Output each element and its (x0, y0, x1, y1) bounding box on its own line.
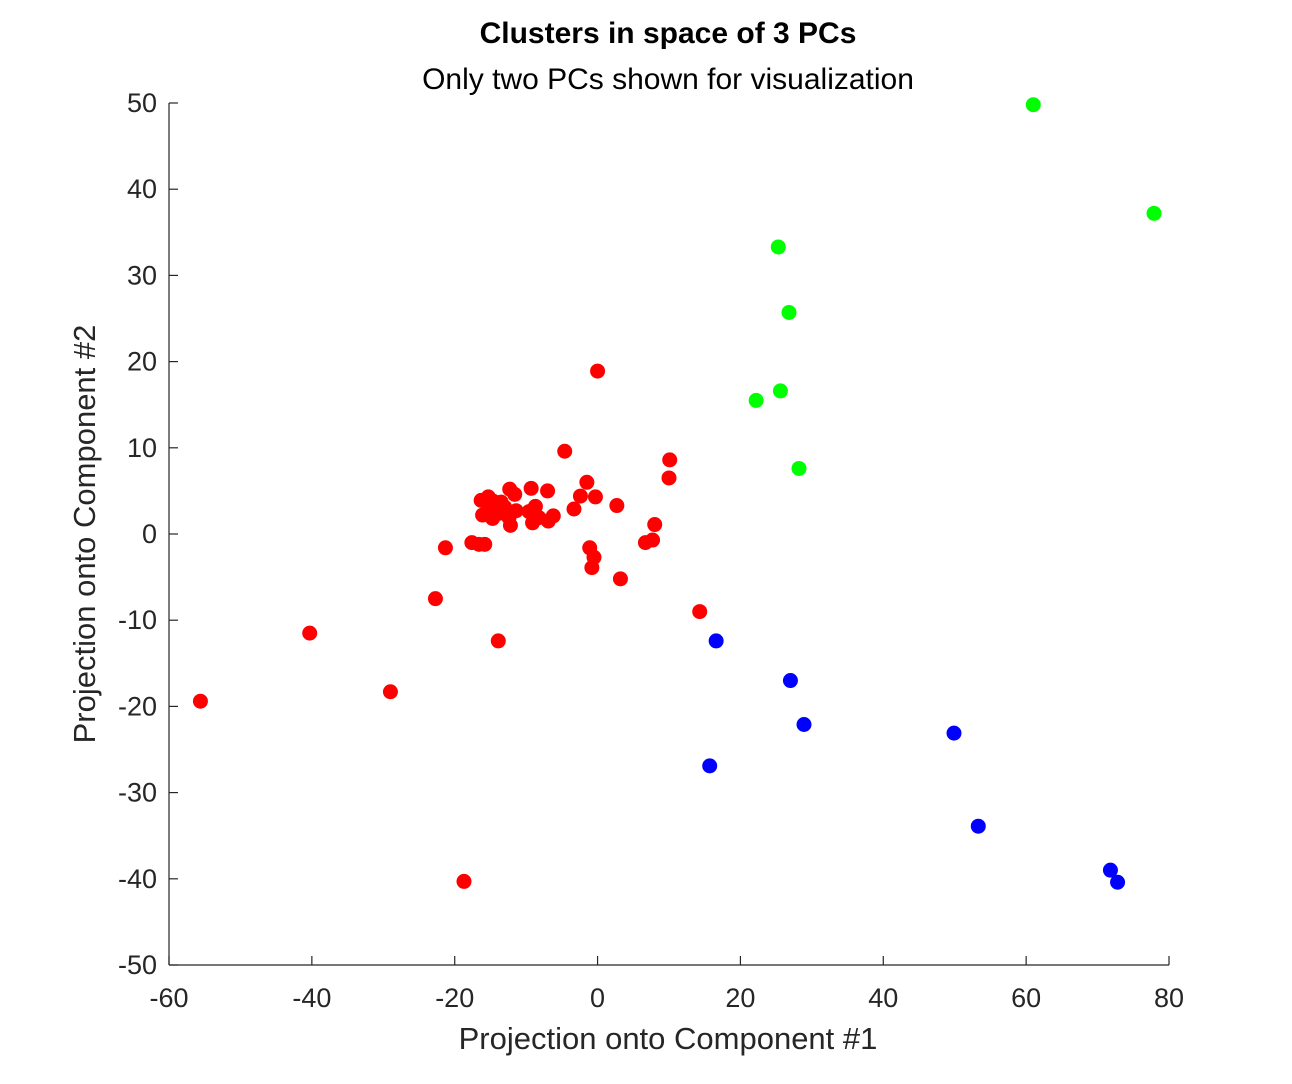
data-point-cluster-1 (662, 452, 678, 468)
data-point-cluster-1 (456, 873, 472, 889)
data-point-cluster-1 (490, 633, 506, 649)
data-point-cluster-1 (579, 474, 595, 490)
data-point-cluster-1 (427, 591, 443, 607)
data-point-cluster-2 (770, 239, 786, 255)
data-point-cluster-1 (302, 625, 318, 641)
data-point-cluster-1 (192, 693, 208, 709)
y-axis-ticks: -50 -40 -30 -20 -10 0 10 20 30 40 50 (118, 88, 178, 980)
data-point-cluster-2 (772, 383, 788, 399)
data-point-cluster-1 (545, 508, 561, 524)
data-point-cluster-3 (702, 758, 718, 774)
y-tick-label: 10 (127, 433, 157, 463)
data-point-cluster-1 (507, 486, 523, 502)
data-point-cluster-1 (647, 517, 663, 533)
data-point-cluster-3 (782, 673, 798, 689)
y-tick-label: 30 (127, 260, 157, 290)
data-point-cluster-2 (748, 392, 764, 408)
data-point-cluster-1 (437, 540, 453, 556)
x-tick-label: 40 (868, 983, 898, 1013)
data-point-cluster-1 (566, 501, 582, 517)
y-axis-label: Projection onto Component #2 (67, 325, 102, 744)
data-point-cluster-1 (661, 470, 677, 486)
x-tick-label: 80 (1154, 983, 1184, 1013)
data-point-cluster-2 (1025, 97, 1041, 113)
data-point-cluster-3 (946, 725, 962, 741)
y-tick-label: -20 (118, 691, 157, 721)
data-point-cluster-3 (1110, 874, 1126, 890)
y-tick-label: 40 (127, 174, 157, 204)
data-point-cluster-3 (970, 818, 986, 834)
data-point-cluster-3 (708, 633, 724, 649)
y-tick-label: 0 (142, 519, 157, 549)
x-tick-label: -60 (149, 983, 188, 1013)
data-point-cluster-1 (557, 443, 573, 459)
chart-title: Clusters in space of 3 PCs (480, 17, 857, 50)
data-point-cluster-1 (540, 483, 556, 499)
data-point-cluster-1 (508, 503, 524, 519)
data-point-cluster-1 (382, 684, 398, 700)
x-axis-label: Projection onto Component #1 (459, 1021, 878, 1056)
y-tick-label: -30 (118, 778, 157, 808)
y-tick-label: -40 (118, 864, 157, 894)
x-tick-label: 0 (590, 983, 605, 1013)
data-point-cluster-1 (590, 363, 606, 379)
x-tick-label: 20 (725, 983, 755, 1013)
x-tick-label: 60 (1011, 983, 1041, 1013)
data-points (192, 97, 1162, 890)
data-point-cluster-1 (645, 532, 661, 548)
data-point-cluster-1 (523, 480, 539, 496)
x-axis-ticks: -60 -40 -20 0 20 40 60 80 (149, 956, 1184, 1013)
chart-subtitle: Only two PCs shown for visualization (422, 63, 914, 96)
data-point-cluster-1 (584, 560, 600, 576)
data-point-cluster-3 (796, 717, 812, 733)
data-point-cluster-1 (477, 536, 493, 552)
y-tick-label: 20 (127, 347, 157, 377)
data-point-cluster-3 (1102, 862, 1118, 878)
y-tick-label: -10 (118, 605, 157, 635)
data-point-cluster-1 (587, 489, 603, 505)
y-tick-label: 50 (127, 88, 157, 118)
data-point-cluster-2 (1146, 205, 1162, 221)
data-point-cluster-2 (781, 304, 797, 320)
x-tick-label: -20 (435, 983, 474, 1013)
x-tick-label: -40 (292, 983, 331, 1013)
data-point-cluster-1 (572, 488, 588, 504)
data-point-cluster-1 (612, 571, 628, 587)
data-point-cluster-2 (791, 460, 807, 476)
data-point-cluster-1 (609, 498, 625, 514)
data-point-cluster-1 (502, 517, 518, 533)
y-tick-label: -50 (118, 950, 157, 980)
data-point-cluster-1 (692, 604, 708, 620)
